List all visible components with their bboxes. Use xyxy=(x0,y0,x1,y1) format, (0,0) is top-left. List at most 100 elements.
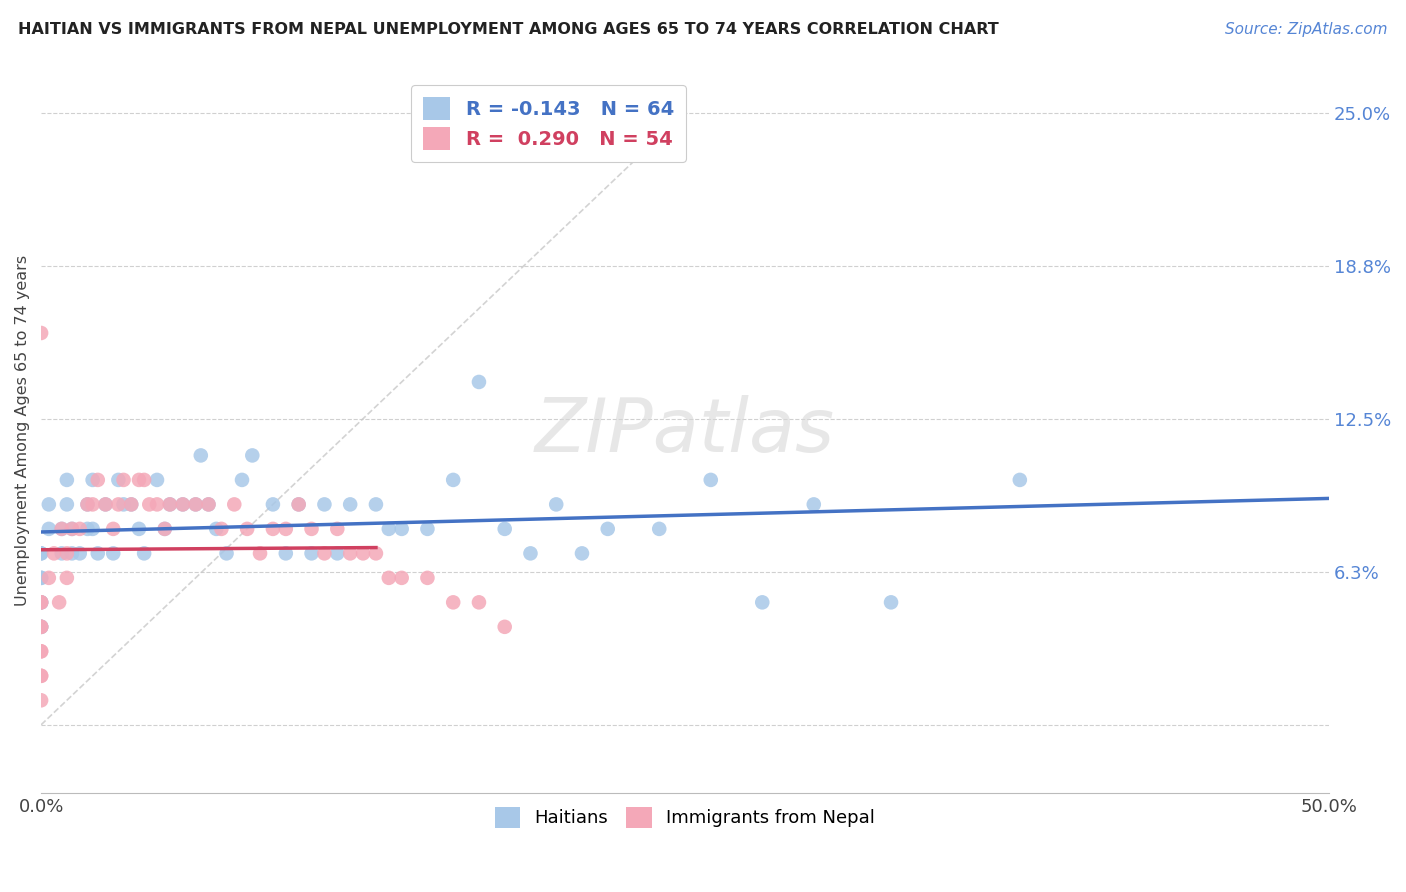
Point xyxy=(441,473,464,487)
Point xyxy=(30,620,52,634)
Point xyxy=(468,595,491,609)
Point xyxy=(38,522,60,536)
Point xyxy=(60,546,83,560)
Point xyxy=(69,522,91,536)
Point xyxy=(146,497,169,511)
Point xyxy=(700,473,723,487)
Point xyxy=(326,522,349,536)
Point xyxy=(364,497,387,511)
Point xyxy=(112,473,135,487)
Point xyxy=(87,546,110,560)
Point xyxy=(51,522,73,536)
Point xyxy=(134,546,156,560)
Point xyxy=(236,522,259,536)
Point xyxy=(287,497,309,511)
Point xyxy=(94,497,117,511)
Point xyxy=(30,644,52,658)
Point xyxy=(60,522,83,536)
Text: Source: ZipAtlas.com: Source: ZipAtlas.com xyxy=(1225,22,1388,37)
Point xyxy=(30,693,52,707)
Point xyxy=(1008,473,1031,487)
Point xyxy=(56,571,79,585)
Point xyxy=(30,620,52,634)
Point xyxy=(391,571,413,585)
Point xyxy=(128,473,150,487)
Point xyxy=(197,497,219,511)
Point xyxy=(30,595,52,609)
Point xyxy=(112,497,135,511)
Point xyxy=(30,546,52,560)
Point xyxy=(82,473,104,487)
Point xyxy=(262,522,284,536)
Point xyxy=(287,497,309,511)
Point xyxy=(352,546,374,560)
Point xyxy=(30,595,52,609)
Point xyxy=(209,522,232,536)
Point xyxy=(249,546,271,560)
Point xyxy=(648,522,671,536)
Point xyxy=(416,522,439,536)
Point xyxy=(60,522,83,536)
Point xyxy=(378,522,401,536)
Point xyxy=(30,326,52,340)
Point xyxy=(30,571,52,585)
Point xyxy=(30,669,52,683)
Point xyxy=(51,522,73,536)
Point xyxy=(197,497,219,511)
Point xyxy=(596,522,619,536)
Point xyxy=(30,669,52,683)
Point xyxy=(56,473,79,487)
Point xyxy=(153,522,176,536)
Y-axis label: Unemployment Among Ages 65 to 74 years: Unemployment Among Ages 65 to 74 years xyxy=(15,255,30,607)
Point xyxy=(38,497,60,511)
Point xyxy=(56,546,79,560)
Point xyxy=(751,595,773,609)
Point xyxy=(107,473,129,487)
Point xyxy=(441,595,464,609)
Point xyxy=(30,620,52,634)
Point xyxy=(42,546,65,560)
Point xyxy=(76,497,98,511)
Point xyxy=(314,546,336,560)
Point xyxy=(30,620,52,634)
Point xyxy=(494,620,516,634)
Point xyxy=(82,497,104,511)
Point xyxy=(231,473,253,487)
Point xyxy=(94,497,117,511)
Point xyxy=(184,497,207,511)
Point xyxy=(76,497,98,511)
Point xyxy=(519,546,541,560)
Point xyxy=(378,571,401,585)
Point xyxy=(87,473,110,487)
Point xyxy=(326,546,349,560)
Text: HAITIAN VS IMMIGRANTS FROM NEPAL UNEMPLOYMENT AMONG AGES 65 TO 74 YEARS CORRELAT: HAITIAN VS IMMIGRANTS FROM NEPAL UNEMPLO… xyxy=(18,22,1000,37)
Point xyxy=(48,595,70,609)
Point xyxy=(546,497,568,511)
Point xyxy=(301,546,323,560)
Point xyxy=(103,522,125,536)
Text: ZIPatlas: ZIPatlas xyxy=(534,395,835,467)
Point xyxy=(314,497,336,511)
Point xyxy=(172,497,194,511)
Point xyxy=(391,522,413,536)
Point xyxy=(107,497,129,511)
Point xyxy=(240,449,263,463)
Point xyxy=(103,546,125,560)
Point xyxy=(30,595,52,609)
Point xyxy=(120,497,142,511)
Point xyxy=(190,449,212,463)
Point xyxy=(120,497,142,511)
Point xyxy=(38,571,60,585)
Point xyxy=(184,497,207,511)
Point xyxy=(468,375,491,389)
Point xyxy=(262,497,284,511)
Point xyxy=(205,522,228,536)
Point xyxy=(128,522,150,536)
Point xyxy=(76,522,98,536)
Point xyxy=(51,546,73,560)
Point xyxy=(274,522,297,536)
Point xyxy=(364,546,387,560)
Point xyxy=(224,497,246,511)
Point xyxy=(134,473,156,487)
Legend: Haitians, Immigrants from Nepal: Haitians, Immigrants from Nepal xyxy=(488,800,883,835)
